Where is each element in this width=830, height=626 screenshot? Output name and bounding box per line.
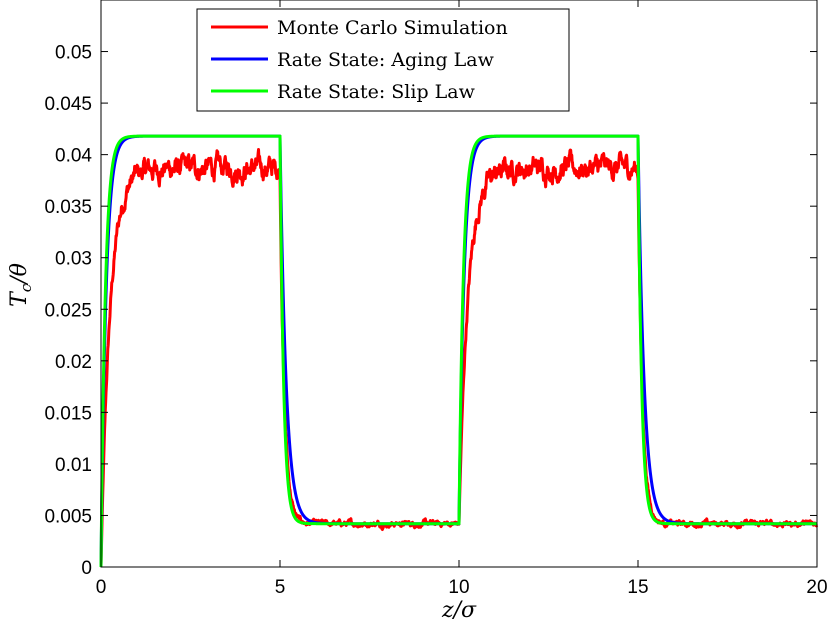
axis-layer: 0 5 10 15 20 0 0.005 0.01 0.015 0.02 0.025 0.03 0.03… — [44, 0, 828, 598]
legend: Monte Carlo Simulation Rate State: Aging … — [196, 8, 570, 112]
y-tick-label: 0.015 — [44, 403, 92, 424]
x-tick-label: 0 — [96, 577, 107, 598]
y-tick-label: 0.05 — [55, 43, 92, 64]
x-axis-label: z/σ — [441, 598, 477, 623]
legend-label: Rate State: Aging Law — [277, 49, 495, 71]
x-tick-label: 20 — [806, 577, 827, 598]
x-tick-label: 10 — [448, 577, 469, 598]
y-tick-label: 0.02 — [55, 352, 92, 373]
legend-label: Rate State: Slip Law — [277, 81, 476, 103]
series-line — [99, 134, 819, 568]
x-tick-label: 15 — [627, 577, 648, 598]
y-axis-label-main: T — [7, 290, 32, 307]
y-tick-label: 0.025 — [44, 300, 92, 321]
y-tick-label: 0.035 — [44, 197, 92, 218]
y-tick-label: 0 — [81, 558, 92, 579]
series-layer — [99, 134, 819, 568]
y-axis-label-rest: /θ — [7, 263, 32, 286]
legend-label: Monte Carlo Simulation — [277, 17, 508, 39]
x-tick-label: 5 — [275, 577, 286, 598]
y-tick-label: 0.045 — [44, 94, 92, 115]
y-tick-label: 0.01 — [55, 455, 92, 476]
y-axis-label-sub: c — [17, 283, 35, 292]
y-tick-label: 0.04 — [55, 146, 92, 167]
y-axis-label: Tc/θ — [7, 263, 35, 307]
y-tick-label: 0.03 — [55, 249, 92, 270]
y-tick-label: 0.005 — [44, 506, 92, 527]
